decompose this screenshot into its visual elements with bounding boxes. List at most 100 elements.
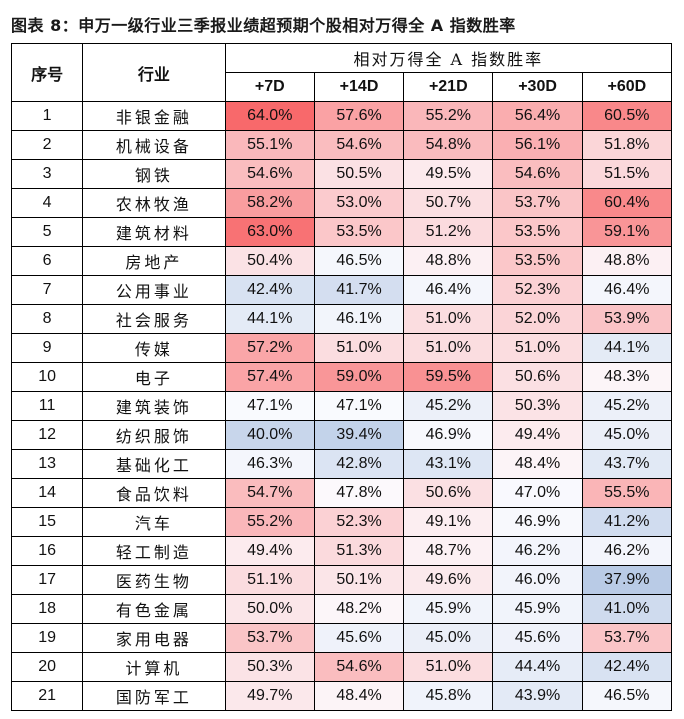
win-rate-cell: 52.3% — [492, 275, 583, 305]
row-industry: 有色金属 — [82, 594, 226, 624]
win-rate-cell: 45.6% — [492, 623, 583, 653]
win-rate-cell: 53.0% — [313, 188, 405, 218]
table-row: 7 公用事业 42.4% 41.7% 46.4% 52.3% 46.4% — [10, 275, 673, 305]
table-header: 序号 行业 相对万得全 A 指数胜率 +7D +14D +21D +30D +6… — [10, 43, 673, 102]
win-rate-cell: 59.1% — [581, 217, 673, 247]
win-rate-cell: 45.0% — [403, 623, 494, 653]
win-rate-cell: 37.9% — [581, 565, 673, 595]
win-rate-cell: 48.8% — [403, 246, 494, 276]
header-period-21d: +21D — [403, 72, 494, 102]
row-index: 16 — [10, 536, 84, 566]
win-rate-cell: 45.2% — [581, 391, 673, 421]
win-rate-cell: 42.4% — [224, 275, 315, 305]
win-rate-cell: 53.5% — [492, 217, 583, 247]
row-index: 11 — [10, 391, 84, 421]
table-row: 19 家用电器 53.7% 45.6% 45.0% 45.6% 53.7% — [10, 623, 673, 653]
win-rate-cell: 47.1% — [313, 391, 405, 421]
win-rate-cell: 51.0% — [313, 333, 405, 363]
table-row: 11 建筑装饰 47.1% 47.1% 45.2% 50.3% 45.2% — [10, 391, 673, 421]
win-rate-cell: 48.2% — [313, 594, 405, 624]
win-rate-cell: 55.2% — [403, 101, 494, 131]
win-rate-cell: 51.0% — [403, 304, 494, 334]
win-rate-cell: 46.4% — [403, 275, 494, 305]
win-rate-cell: 48.4% — [492, 449, 583, 479]
table-row: 18 有色金属 50.0% 48.2% 45.9% 45.9% 41.0% — [10, 594, 673, 624]
win-rate-cell: 40.0% — [224, 420, 315, 450]
win-rate-cell: 47.8% — [313, 478, 405, 508]
row-index: 19 — [10, 623, 84, 653]
row-industry: 食品饮料 — [82, 478, 226, 508]
win-rate-cell: 44.1% — [224, 304, 315, 334]
win-rate-cell: 44.1% — [581, 333, 673, 363]
win-rate-cell: 60.5% — [581, 101, 673, 131]
win-rate-cell: 56.4% — [492, 101, 583, 131]
win-rate-cell: 48.7% — [403, 536, 494, 566]
row-industry: 钢铁 — [82, 159, 226, 189]
win-rate-cell: 50.5% — [313, 159, 405, 189]
table-row: 5 建筑材料 63.0% 53.5% 51.2% 53.5% 59.1% — [10, 217, 673, 247]
win-rate-cell: 53.9% — [581, 304, 673, 334]
win-rate-cell: 49.6% — [403, 565, 494, 595]
table-row: 13 基础化工 46.3% 42.8% 43.1% 48.4% 43.7% — [10, 449, 673, 479]
win-rate-cell: 53.7% — [492, 188, 583, 218]
table-row: 4 农林牧渔 58.2% 53.0% 50.7% 53.7% 60.4% — [10, 188, 673, 218]
win-rate-cell: 45.9% — [403, 594, 494, 624]
row-industry: 机械设备 — [82, 130, 226, 160]
row-index: 10 — [10, 362, 84, 392]
win-rate-cell: 50.1% — [313, 565, 405, 595]
win-rate-cell: 46.5% — [581, 681, 673, 711]
win-rate-cell: 53.7% — [224, 623, 315, 653]
win-rate-cell: 54.6% — [492, 159, 583, 189]
win-rate-cell: 50.0% — [224, 594, 315, 624]
win-rate-cell: 41.0% — [581, 594, 673, 624]
table-row: 10 电子 57.4% 59.0% 59.5% 50.6% 48.3% — [10, 362, 673, 392]
row-industry: 纺织服饰 — [82, 420, 226, 450]
row-industry: 建筑装饰 — [82, 391, 226, 421]
win-rate-cell: 51.2% — [403, 217, 494, 247]
win-rate-cell: 47.1% — [224, 391, 315, 421]
row-industry: 房地产 — [82, 246, 226, 276]
win-rate-cell: 55.5% — [581, 478, 673, 508]
win-rate-cell: 45.0% — [581, 420, 673, 450]
table-row: 2 机械设备 55.1% 54.6% 54.8% 56.1% 51.8% — [10, 130, 673, 160]
row-industry: 医药生物 — [82, 565, 226, 595]
win-rate-cell: 51.5% — [581, 159, 673, 189]
table-row: 20 计算机 50.3% 54.6% 51.0% 44.4% 42.4% — [10, 652, 673, 682]
win-rate-cell: 50.3% — [492, 391, 583, 421]
row-industry: 传媒 — [82, 333, 226, 363]
win-rate-cell: 47.0% — [492, 478, 583, 508]
win-rate-cell: 46.1% — [313, 304, 405, 334]
win-rate-cell: 55.2% — [224, 507, 315, 537]
win-rate-cell: 52.3% — [313, 507, 405, 537]
header-industry: 行业 — [82, 43, 226, 102]
figure-title: 图表 8：申万一级行业三季报业绩超预期个股相对万得全 A 指数胜率 — [11, 16, 516, 35]
win-rate-cell: 50.3% — [224, 652, 315, 682]
row-index: 20 — [10, 652, 84, 682]
table-row: 15 汽车 55.2% 52.3% 49.1% 46.9% 41.2% — [10, 507, 673, 537]
row-industry: 国防军工 — [82, 681, 226, 711]
table-row: 16 轻工制造 49.4% 51.3% 48.7% 46.2% 46.2% — [10, 536, 673, 566]
win-rate-cell: 46.2% — [581, 536, 673, 566]
row-industry: 社会服务 — [82, 304, 226, 334]
win-rate-cell: 53.7% — [581, 623, 673, 653]
win-rate-cell: 41.2% — [581, 507, 673, 537]
header-period-30d: +30D — [492, 72, 583, 102]
header-index: 序号 — [10, 43, 84, 102]
table-row: 9 传媒 57.2% 51.0% 51.0% 51.0% 44.1% — [10, 333, 673, 363]
win-rate-cell: 48.3% — [581, 362, 673, 392]
row-industry: 电子 — [82, 362, 226, 392]
win-rate-cell: 51.1% — [224, 565, 315, 595]
row-industry: 农林牧渔 — [82, 188, 226, 218]
header-group: 相对万得全 A 指数胜率 — [224, 43, 673, 73]
table-row: 21 国防军工 49.7% 48.4% 45.8% 43.9% 46.5% — [10, 681, 673, 711]
header-period-7d: +7D — [224, 72, 315, 102]
row-industry: 汽车 — [82, 507, 226, 537]
row-industry: 家用电器 — [82, 623, 226, 653]
win-rate-cell: 51.0% — [492, 333, 583, 363]
table-row: 8 社会服务 44.1% 46.1% 51.0% 52.0% 53.9% — [10, 304, 673, 334]
win-rate-cell: 46.5% — [313, 246, 405, 276]
win-rate-cell: 51.3% — [313, 536, 405, 566]
win-rate-cell: 42.8% — [313, 449, 405, 479]
win-rate-cell: 56.1% — [492, 130, 583, 160]
win-rate-cell: 45.9% — [492, 594, 583, 624]
